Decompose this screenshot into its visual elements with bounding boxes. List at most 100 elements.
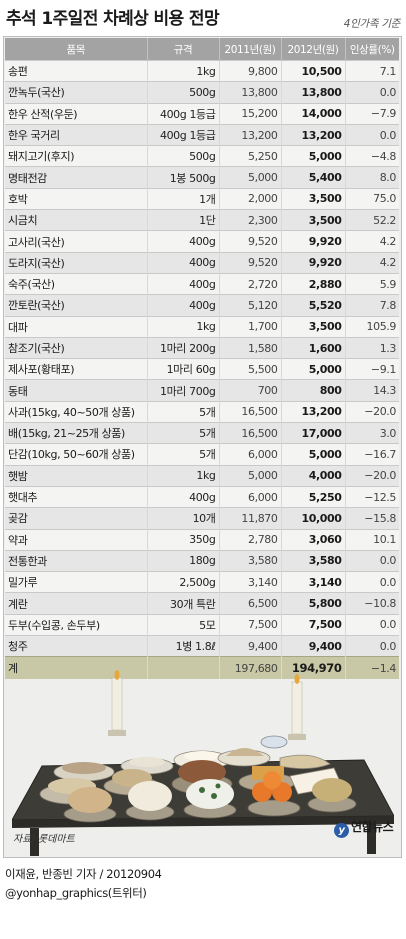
table-row: 밀가루 2,500g 3,140 3,140 0.0 <box>5 571 399 593</box>
cell-item: 청주 <box>5 635 148 657</box>
cell-2012: 14,000 <box>281 102 346 125</box>
cell-spec: 1병 1.8ℓ <box>147 635 220 657</box>
cell-change: 0.0 <box>345 81 399 104</box>
cell-change: 10.1 <box>345 528 399 551</box>
cell-change: 105.9 <box>345 315 399 338</box>
cell-spec: 1개 <box>147 187 220 210</box>
cell-item: 참조기(국산) <box>5 336 148 359</box>
cell-2012: 5,000 <box>281 145 346 167</box>
cell-spec: 400g 1등급 <box>147 102 220 125</box>
table-row: 한우 국거리 400g 1등급 13,200 13,200 0.0 <box>5 123 399 146</box>
cell-2011: 5,500 <box>219 358 282 380</box>
cell-2012: 3,140 <box>281 571 346 593</box>
cell-spec: 350g <box>147 528 220 551</box>
cell-spec: 1마리 700g <box>147 379 220 402</box>
cell-item: 대파 <box>5 315 148 338</box>
cell-change: −20.0 <box>345 400 399 423</box>
cell-item: 동태 <box>5 379 148 402</box>
cell-2011: 13,200 <box>219 123 282 146</box>
cell-item: 깐토란(국산) <box>5 294 148 317</box>
cell-spec: 400g <box>147 230 220 253</box>
cell-change: 14.3 <box>345 379 399 402</box>
cell-change: 4.2 <box>345 230 399 253</box>
cell-2012: 800 <box>281 379 346 402</box>
cell-change: 75.0 <box>345 187 399 210</box>
cell-item: 배(15kg, 21~25개 상품) <box>5 422 148 444</box>
cell-spec: 2,500g <box>147 571 220 593</box>
cell-change: −12.5 <box>345 485 399 508</box>
cell-item: 햇대추 <box>5 485 148 508</box>
cell-2012: 1,600 <box>281 336 346 359</box>
table-row: 계란 30개 특란 6,500 5,800 −10.8 <box>5 592 399 615</box>
cell-spec: 400g <box>147 294 220 317</box>
cell-2012: 3,500 <box>281 315 346 338</box>
cell-change: 52.2 <box>345 209 399 231</box>
cell-change: 4.2 <box>345 251 399 274</box>
table-body: 송편 1kg 9,800 10,500 7.1 깐녹두(국산) 500g 13,800 13,8… <box>5 59 399 657</box>
cell-2011: 9,400 <box>219 635 282 657</box>
cell-2011: 5,120 <box>219 294 282 317</box>
cell-2012: 9,920 <box>281 230 346 253</box>
cell-spec: 500g <box>147 81 220 104</box>
cell-change: 0.0 <box>345 613 399 636</box>
cell-2012: 10,000 <box>281 507 346 530</box>
yonhap-logo-text: 연합뉴스 <box>351 820 394 834</box>
cell-spec: 1마리 200g <box>147 336 220 359</box>
table-row: 깐녹두(국산) 500g 13,800 13,800 0.0 <box>5 81 399 104</box>
cell-2012: 3,500 <box>281 187 346 210</box>
source-note: 자료/ 롯데마트 <box>13 834 75 845</box>
table-row: 전통한과 180g 3,580 3,580 0.0 <box>5 549 399 572</box>
cell-item: 밀가루 <box>5 571 148 593</box>
table-row: 햇대추 400g 6,000 5,250 −12.5 <box>5 485 399 508</box>
cell-2011: 13,800 <box>219 81 282 104</box>
cell-2012: 7,500 <box>281 613 346 636</box>
cell-item: 한우 국거리 <box>5 123 148 146</box>
total-row: 계 197,680 194,970 −1.4 <box>5 656 399 679</box>
table-row: 호박 1개 2,000 3,500 75.0 <box>5 187 399 210</box>
cell-2011: 5,000 <box>219 166 282 189</box>
total-label: 계 <box>5 656 148 679</box>
cell-2011: 11,870 <box>219 507 282 530</box>
cell-spec: 1kg <box>147 464 220 487</box>
cell-change: 3.0 <box>345 422 399 444</box>
cell-item: 깐녹두(국산) <box>5 81 148 104</box>
cell-item: 숙주(국산) <box>5 272 148 295</box>
cell-item: 도라지(국산) <box>5 251 148 274</box>
cell-2012: 13,200 <box>281 123 346 146</box>
cell-item: 송편 <box>5 59 148 82</box>
cell-2012: 17,000 <box>281 422 346 444</box>
table-row: 숙주(국산) 400g 2,720 2,880 5.9 <box>5 272 399 295</box>
table-row: 단감(10kg, 50~60개 상품) 5개 6,000 5,000 −16.7 <box>5 443 399 466</box>
cell-2011: 9,520 <box>219 230 282 253</box>
cell-spec: 400g <box>147 272 220 295</box>
table-row: 청주 1병 1.8ℓ 9,400 9,400 0.0 <box>5 635 399 657</box>
cell-spec: 1kg <box>147 315 220 338</box>
total-2012: 194,970 <box>281 656 346 679</box>
cell-change: 8.0 <box>345 166 399 189</box>
col-header-2011: 2011년(원) <box>219 38 282 61</box>
cell-2012: 4,000 <box>281 464 346 487</box>
cell-2011: 15,200 <box>219 102 282 125</box>
byline: 이재윤, 반종빈 기자 / 20120904 <box>5 867 162 881</box>
cell-item: 약과 <box>5 528 148 551</box>
cell-item: 두부(수입콩, 손두부) <box>5 613 148 636</box>
cell-change: 7.1 <box>345 59 399 82</box>
table-row: 곶감 10개 11,870 10,000 −15.8 <box>5 507 399 530</box>
table-row: 참조기(국산) 1마리 200g 1,580 1,600 1.3 <box>5 336 399 359</box>
cell-spec: 30개 특란 <box>147 592 220 615</box>
cell-change: 0.0 <box>345 123 399 146</box>
cell-item: 제사포(황태포) <box>5 358 148 380</box>
cell-item: 전통한과 <box>5 549 148 572</box>
cell-2012: 10,500 <box>281 59 346 82</box>
cell-change: 5.9 <box>345 272 399 295</box>
yonhap-logo: y 연합뉴스 <box>334 818 394 838</box>
cell-change: −9.1 <box>345 358 399 380</box>
cell-item: 시금치 <box>5 209 148 231</box>
total-change: −1.4 <box>345 656 399 679</box>
cell-item: 계란 <box>5 592 148 615</box>
cell-2011: 6,000 <box>219 443 282 466</box>
cell-item: 한우 산적(우둔) <box>5 102 148 125</box>
cell-spec: 1마리 60g <box>147 358 220 380</box>
cell-change: −20.0 <box>345 464 399 487</box>
cell-item: 호박 <box>5 187 148 210</box>
